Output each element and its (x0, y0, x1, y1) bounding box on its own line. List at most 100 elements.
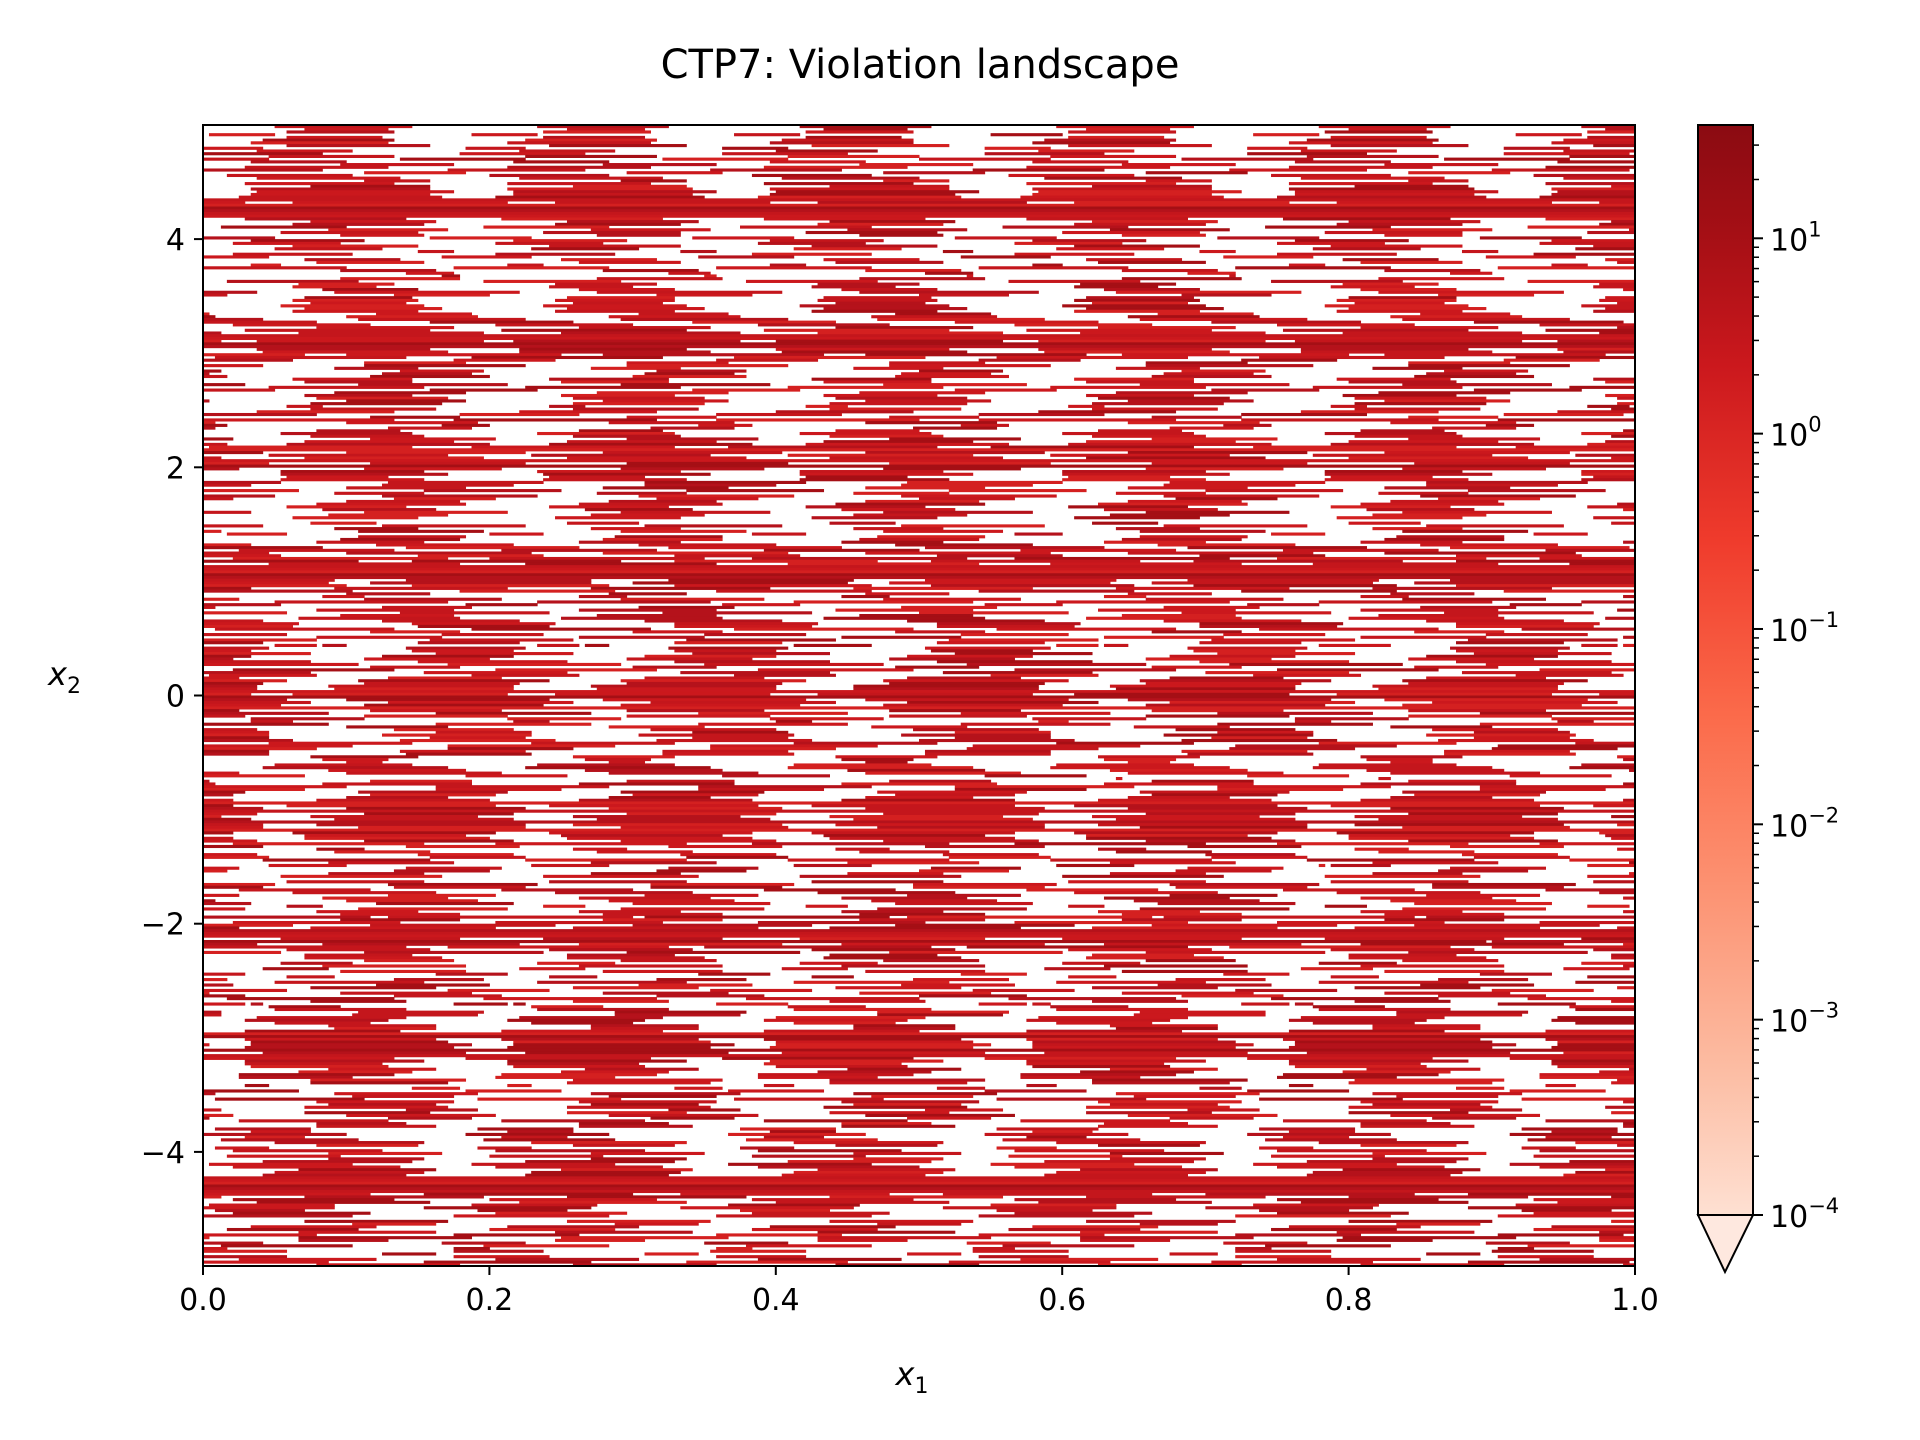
heatmap-cell (1032, 717, 1147, 721)
heatmap-cell (1026, 1062, 1165, 1066)
heatmap-cell (1432, 885, 1564, 889)
heatmap-cell (1318, 961, 1397, 965)
heatmap-cell (1456, 649, 1558, 653)
heatmap-cell (1312, 562, 1499, 566)
heatmap-cell (1056, 125, 1194, 129)
heatmap-cell (1300, 176, 1445, 180)
heatmap-cell (513, 1064, 646, 1069)
heatmap-cell (1187, 752, 1314, 756)
heatmap-cell (889, 657, 1015, 661)
heatmap-cell (352, 1013, 478, 1017)
heatmap-cell (256, 1016, 407, 1020)
heatmap-cell (1467, 1192, 1635, 1196)
heatmap-cell (286, 144, 431, 148)
y-axis-label-subscript: 2 (67, 674, 81, 699)
heatmap-cell (1020, 1257, 1159, 1261)
heatmap-cell (203, 1013, 222, 1017)
heatmap-cell (364, 361, 467, 365)
heatmap-cell (203, 945, 407, 949)
heatmap-cell (1300, 350, 1493, 354)
heatmap-cell (203, 733, 270, 737)
heatmap-cell (817, 1236, 992, 1240)
heatmap-cell (250, 160, 347, 164)
heatmap-cell (411, 1086, 461, 1090)
heatmap-cell (417, 249, 455, 254)
heatmap-cell (1629, 228, 1635, 232)
heatmap-cell (1098, 1263, 1242, 1266)
heatmap-cell (883, 812, 1039, 816)
heatmap-cell (1151, 630, 1242, 634)
heatmap-cell (203, 798, 234, 802)
heatmap-cell (883, 179, 950, 183)
heatmap-cell (304, 440, 455, 444)
heatmap-cell (1259, 627, 1439, 631)
heatmap-cell (203, 1195, 222, 1199)
heatmap-cell (358, 825, 526, 830)
heatmap-cell (501, 1135, 568, 1139)
heatmap-cell (1109, 768, 1248, 772)
heatmap-cell (1074, 377, 1194, 381)
heatmap-cell (1593, 309, 1635, 313)
heatmap-cell (1623, 1122, 1635, 1126)
heatmap-cell (203, 749, 270, 753)
heatmap-cell (1461, 249, 1499, 254)
heatmap-cell (1062, 478, 1206, 482)
heatmap-cell (1080, 1168, 1218, 1172)
heatmap-cell (1444, 752, 1576, 756)
heatmap-cell (710, 744, 878, 748)
heatmap-cell (387, 676, 502, 680)
heatmap-cell (566, 956, 705, 960)
heatmap-cell (1139, 535, 1248, 539)
heatmap-cell (1038, 190, 1242, 194)
heatmap-cell (1312, 1005, 1385, 1009)
heatmap-cell (1521, 1097, 1635, 1101)
heatmap-cell (954, 730, 1051, 734)
heatmap-cell (1300, 967, 1373, 971)
heatmap-cell (901, 494, 1057, 498)
heatmap-cell (1187, 578, 1379, 582)
heatmap-cell (877, 317, 1045, 321)
heatmap-cell (853, 1024, 956, 1028)
heatmap-cell (262, 858, 431, 862)
heatmap-cell (1032, 192, 1212, 197)
heatmap-cell (829, 220, 956, 224)
heatmap-cell (769, 192, 956, 197)
heatmap-cell (292, 309, 419, 313)
heatmap-cell (471, 627, 651, 631)
heatmap-cell (441, 274, 461, 278)
heatmap-cell (376, 901, 514, 906)
y-tick-label: 2 (166, 451, 185, 486)
heatmap-cell (907, 676, 1021, 680)
heatmap-cell (883, 383, 1027, 387)
heatmap-cell (250, 1064, 389, 1069)
heatmap-cell (203, 497, 234, 501)
heatmap-cell (1605, 127, 1635, 131)
heatmap-cell (650, 426, 735, 430)
heatmap-cell (1485, 255, 1576, 259)
heatmap-cell (203, 722, 329, 726)
heatmap-cell (1092, 926, 1278, 930)
heatmap-cell (680, 1192, 890, 1196)
heatmap-cell (310, 434, 425, 438)
heatmap-cell (680, 249, 717, 254)
heatmap-cell (1324, 230, 1463, 235)
heatmap-cell (1629, 872, 1635, 876)
heatmap-cell (256, 1200, 431, 1204)
heatmap-cell (1497, 418, 1635, 422)
heatmap-cell (1223, 255, 1314, 259)
heatmap-cell (1629, 1067, 1635, 1071)
heatmap-cell (286, 442, 490, 446)
heatmap-cell (203, 638, 317, 642)
heatmap-cell (1444, 157, 1570, 161)
heatmap-cell (423, 1260, 592, 1264)
heatmap-cell (1479, 236, 1582, 240)
heatmap-cell (513, 1002, 526, 1006)
heatmap-cell (817, 331, 1004, 335)
heatmap-cell (978, 418, 1177, 422)
heatmap-cell (656, 369, 747, 373)
heatmap-cell (954, 652, 1093, 656)
heatmap-cell (513, 1043, 735, 1047)
heatmap-cell (919, 994, 1027, 998)
heatmap-cell (572, 999, 669, 1003)
heatmap-cell (1014, 1165, 1183, 1169)
